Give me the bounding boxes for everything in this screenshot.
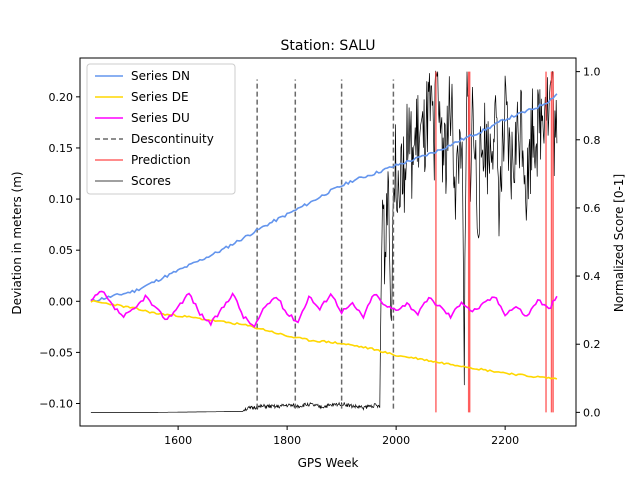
y-tick-label: −0.10 xyxy=(39,398,73,411)
y2-tick-label: 0.0 xyxy=(583,406,601,419)
scores-line xyxy=(90,70,558,413)
y-tick-label: 0.15 xyxy=(49,142,74,155)
y-tick-label: 0.10 xyxy=(49,193,74,206)
x-axis-label: GPS Week xyxy=(298,456,359,470)
y-tick-label: −0.05 xyxy=(39,346,73,359)
plot-frame xyxy=(79,57,577,427)
plot-area: 1600 1800 2000 2200 −0.10 −0.05 0.00 0.05 0.10 0.… xyxy=(39,57,601,447)
chart-title: Station: SALU xyxy=(280,38,375,54)
y2-tick-label: 0.8 xyxy=(583,134,601,147)
x-tick-label: 2200 xyxy=(491,434,519,447)
y-axis-label: Deviation in meters (m) xyxy=(10,171,24,314)
y2-tick-label: 0.2 xyxy=(583,338,601,351)
y-tick-label: 0.00 xyxy=(49,295,74,308)
legend-label: Series DE xyxy=(131,90,189,104)
x-tick-label: 1600 xyxy=(164,434,192,447)
y2-tick-label: 0.4 xyxy=(583,270,601,283)
legend-label: Series DU xyxy=(131,111,190,125)
y-tick-label: 0.05 xyxy=(49,244,74,257)
y2-tick-label: 1.0 xyxy=(583,66,601,79)
y2-axis-label: Normalized Score [0-1] xyxy=(612,174,626,312)
series-de-line xyxy=(90,299,558,380)
legend: Series DN Series DE Series DU Descontinuity… xyxy=(86,63,236,195)
series-dn-line xyxy=(90,93,558,302)
legend-label: Prediction xyxy=(131,153,191,167)
legend-box xyxy=(86,63,236,195)
series-du-line xyxy=(90,290,558,329)
legend-label: Series DN xyxy=(131,69,190,83)
legend-label: Descontinuity xyxy=(131,132,214,146)
x-tick-label: 2000 xyxy=(382,434,410,447)
y-tick-label: 0.20 xyxy=(49,91,74,104)
y2-tick-label: 0.6 xyxy=(583,202,601,215)
x-tick-label: 1800 xyxy=(273,434,301,447)
legend-label: Scores xyxy=(131,174,171,188)
